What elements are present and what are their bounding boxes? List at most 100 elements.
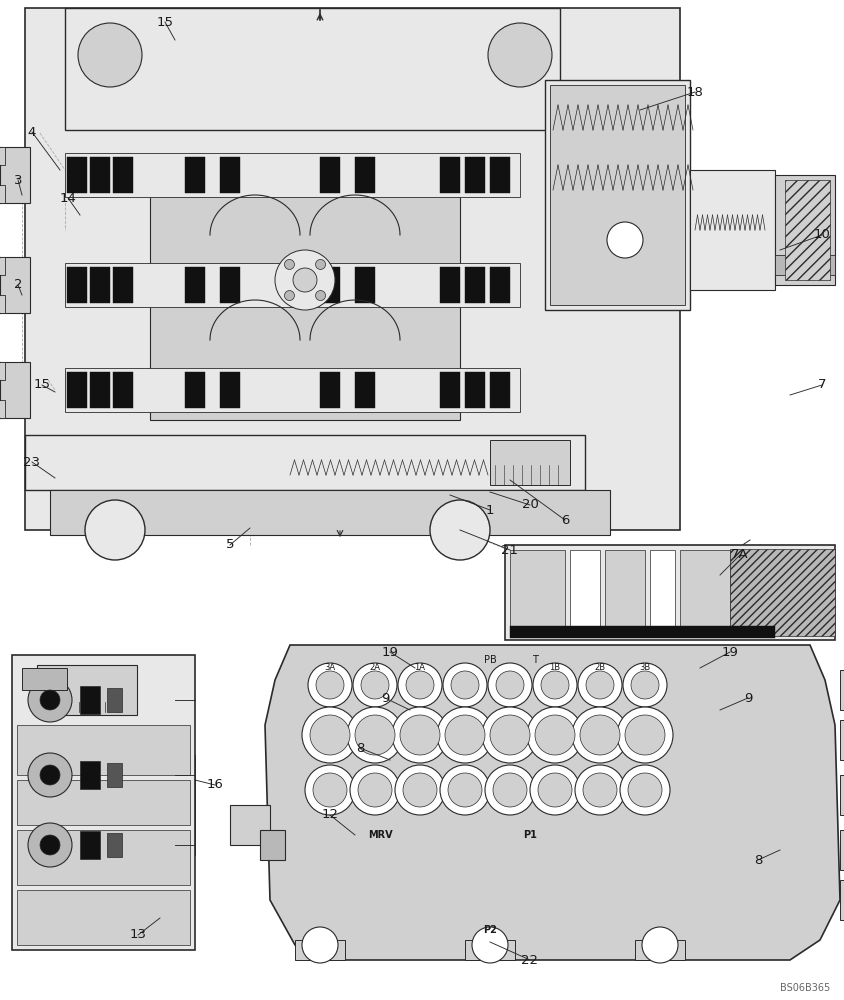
Circle shape [572,707,628,763]
Circle shape [400,715,440,755]
Circle shape [583,773,617,807]
Bar [67,157,87,193]
Bar [0,295,5,313]
Circle shape [607,222,643,258]
Text: 9: 9 [744,692,752,704]
Bar [17,830,190,885]
Circle shape [451,671,479,699]
Circle shape [485,765,535,815]
Bar [545,80,690,310]
Bar [635,940,685,960]
Circle shape [628,773,662,807]
Circle shape [293,268,317,292]
Bar [320,372,340,408]
Bar [90,372,110,408]
Circle shape [398,663,442,707]
Bar [80,686,100,714]
Text: 8: 8 [754,854,762,866]
Circle shape [40,690,60,710]
Bar [90,267,110,303]
Bar [490,267,510,303]
Circle shape [28,823,72,867]
Circle shape [631,671,659,699]
Circle shape [40,765,60,785]
Text: 1A: 1A [414,664,425,672]
Circle shape [310,715,350,755]
Bar [490,440,570,485]
Circle shape [395,765,445,815]
Circle shape [443,663,487,707]
Bar [0,147,30,203]
Circle shape [496,671,524,699]
Circle shape [313,773,347,807]
Circle shape [445,715,485,755]
Bar [320,267,340,303]
Bar [220,267,240,303]
Bar [490,372,510,408]
Text: 1: 1 [486,504,495,516]
Bar [785,180,830,280]
Circle shape [493,773,527,807]
Circle shape [403,773,437,807]
Bar [107,833,122,857]
Circle shape [535,715,575,755]
Circle shape [28,678,72,722]
Circle shape [530,765,580,815]
Text: 7: 7 [818,378,826,391]
Text: 3B: 3B [640,664,651,672]
Bar [220,372,240,408]
Circle shape [28,753,72,797]
Circle shape [472,927,508,963]
Text: 23: 23 [24,456,41,468]
Bar [355,267,375,303]
Bar [67,267,87,303]
Bar [465,372,485,408]
Circle shape [575,765,625,815]
Bar [735,550,795,635]
Circle shape [642,927,678,963]
Text: 9: 9 [381,692,389,704]
Bar [107,763,122,787]
Bar [840,880,844,920]
Text: 18: 18 [686,86,703,99]
Text: 21: 21 [501,544,518,556]
Bar [490,157,510,193]
Bar [25,8,680,530]
Circle shape [358,773,392,807]
Circle shape [392,707,448,763]
Circle shape [578,663,622,707]
Bar [185,267,205,303]
Bar [65,263,520,307]
Text: 4: 4 [28,125,36,138]
Circle shape [538,773,572,807]
Polygon shape [265,645,840,960]
Circle shape [40,835,60,855]
Text: 2A: 2A [370,664,381,672]
Bar [185,372,205,408]
Bar [65,8,560,130]
Bar [185,157,205,193]
Circle shape [482,707,538,763]
Circle shape [308,663,352,707]
Text: PB: PB [484,655,496,665]
Bar [150,165,460,420]
Bar [0,147,5,165]
Circle shape [275,250,335,310]
Bar [730,549,835,636]
Bar [775,175,835,285]
Circle shape [533,663,577,707]
Bar [510,626,775,638]
Circle shape [440,765,490,815]
Bar [260,830,285,860]
Circle shape [316,291,326,301]
Text: 7A: 7A [731,548,749,562]
Bar [295,940,345,960]
Circle shape [406,671,434,699]
Circle shape [316,671,344,699]
Bar [17,780,190,825]
Circle shape [353,663,397,707]
Text: 12: 12 [322,808,338,822]
Bar [465,940,515,960]
Text: 16: 16 [207,778,224,792]
Bar [17,890,190,945]
